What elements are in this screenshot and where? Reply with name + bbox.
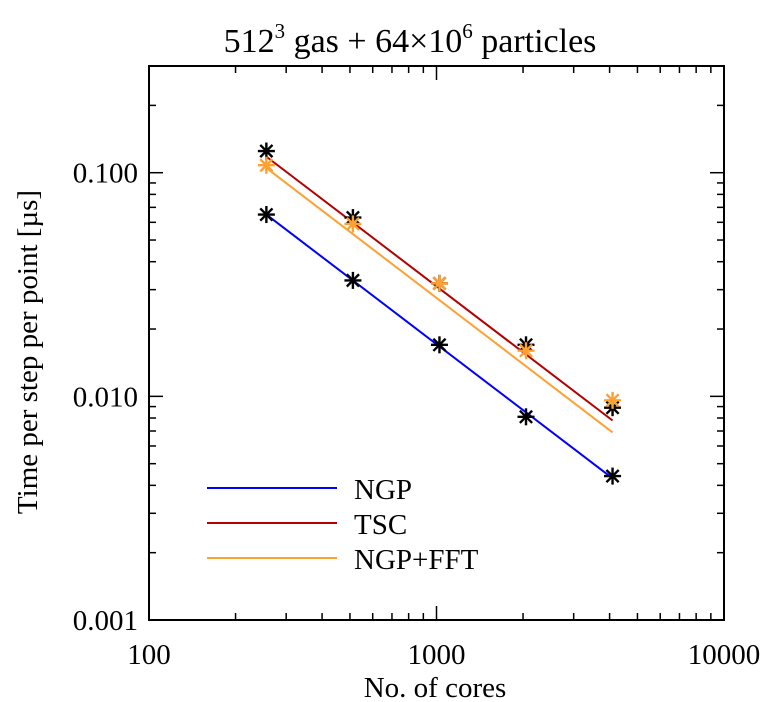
data-point: [517, 342, 535, 360]
series-layer: [257, 142, 622, 485]
x-tick-label: 100: [127, 639, 171, 671]
y-tick-label: 0.001: [73, 605, 138, 637]
marker-stroke: [259, 144, 274, 159]
data-point: [257, 156, 275, 174]
legend-label: NGP+FFT: [354, 544, 479, 576]
legend-label: TSC: [354, 509, 407, 541]
marker-stroke: [259, 158, 274, 173]
y-axis-label: Time per step per point [µs]: [12, 190, 44, 514]
data-point: [257, 142, 275, 160]
x-axis-label: No. of cores: [364, 672, 507, 702]
series-line: [265, 167, 614, 434]
data-point: [517, 408, 535, 426]
marker-stroke: [519, 409, 533, 424]
data-point: [430, 274, 448, 292]
axes: 100 1000 10000 0.001 0.010 0.100: [73, 65, 761, 671]
data-point: [604, 467, 622, 485]
data-point: [430, 336, 448, 354]
y-tick-label: 0.010: [73, 381, 138, 413]
legend-label: NGP: [354, 474, 412, 506]
y-tick-label: 0.100: [73, 158, 138, 190]
marker-stroke: [345, 273, 360, 288]
x-tick-label: 1000: [408, 639, 466, 671]
marker-stroke: [519, 343, 533, 358]
data-point: [257, 206, 275, 224]
chart-title: 5123 gas + 64×106 particles: [224, 19, 597, 60]
x-tick-label: 10000: [688, 639, 761, 671]
data-point: [604, 391, 622, 409]
marker-stroke: [345, 216, 360, 231]
marker-stroke: [605, 393, 620, 408]
data-point: [344, 271, 362, 289]
marker-stroke: [432, 337, 447, 352]
marker-stroke: [605, 469, 620, 484]
marker-stroke: [432, 276, 447, 291]
data-point: [344, 215, 362, 233]
marker-stroke: [259, 207, 274, 222]
